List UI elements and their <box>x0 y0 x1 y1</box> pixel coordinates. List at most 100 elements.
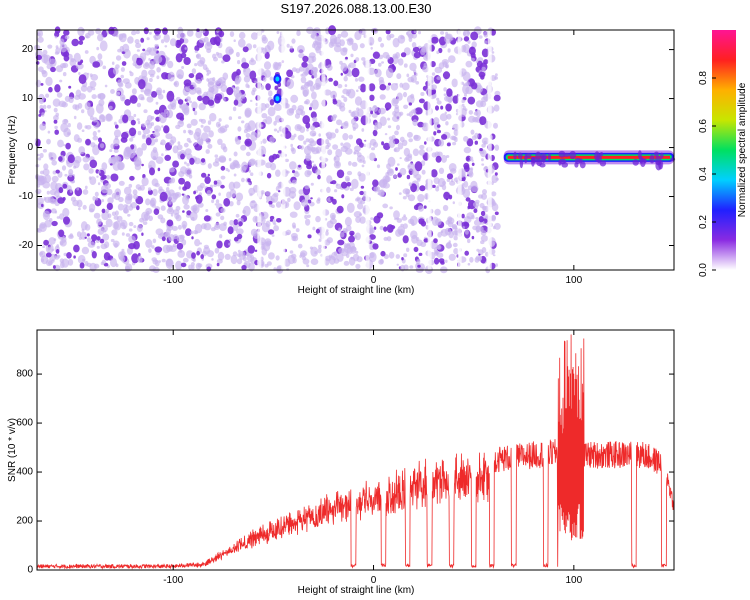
noise-speckle <box>290 143 294 148</box>
noise-speckle <box>101 208 106 214</box>
noise-speckle <box>380 250 386 257</box>
noise-speckle <box>210 227 216 232</box>
noise-speckle <box>420 48 426 56</box>
noise-speckle <box>463 180 469 188</box>
noise-speckle <box>480 75 485 80</box>
noise-speckle <box>452 123 460 131</box>
noise-speckle <box>484 165 488 170</box>
noise-speckle <box>351 178 359 189</box>
noise-speckle <box>491 174 499 184</box>
noise-speckle <box>59 43 68 53</box>
noise-speckle <box>131 253 140 264</box>
noise-speckle <box>193 190 197 195</box>
x-tick-label: 0 <box>371 575 377 586</box>
noise-speckle <box>236 200 241 206</box>
noise-speckle <box>88 208 95 213</box>
noise-speckle <box>359 43 365 49</box>
noise-speckle <box>418 218 425 225</box>
noise-speckle <box>90 142 96 148</box>
noise-speckle <box>137 187 142 191</box>
noise-speckle <box>81 246 90 255</box>
noise-speckle <box>463 136 469 142</box>
noise-speckle <box>431 216 439 226</box>
noise-speckle <box>465 86 473 95</box>
noise-speckle <box>216 240 223 249</box>
noise-speckle <box>183 79 192 87</box>
noise-speckle <box>403 147 411 157</box>
noise-speckle <box>382 179 388 185</box>
noise-speckle <box>328 77 333 82</box>
noise-speckle <box>293 133 297 138</box>
noise-speckle <box>177 120 184 128</box>
noise-speckle <box>161 153 164 157</box>
noise-speckle <box>220 184 225 189</box>
noise-speckle <box>183 204 190 210</box>
noise-speckle <box>96 236 101 241</box>
noise-speckle <box>271 234 275 237</box>
noise-speckle <box>276 31 280 34</box>
signal-speckle <box>539 163 546 168</box>
noise-speckle <box>155 156 164 164</box>
noise-speckle <box>86 237 92 243</box>
noise-speckle <box>399 167 407 176</box>
noise-speckle <box>334 189 338 193</box>
noise-speckle <box>130 119 136 126</box>
noise-speckle <box>221 60 225 64</box>
noise-speckle <box>208 130 214 138</box>
noise-speckle <box>373 215 381 224</box>
noise-speckle <box>272 153 278 160</box>
noise-speckle <box>118 118 123 124</box>
noise-speckle <box>58 156 63 162</box>
noise-speckle <box>169 192 177 203</box>
noise-speckle <box>153 125 162 133</box>
noise-speckle <box>68 85 72 89</box>
noise-speckle <box>236 258 243 265</box>
noise-speckle <box>146 122 153 129</box>
noise-speckle <box>194 45 200 52</box>
noise-speckle <box>170 213 174 217</box>
noise-speckle <box>300 252 306 258</box>
noise-speckle <box>135 42 142 49</box>
noise-speckle <box>211 199 215 204</box>
noise-speckle <box>85 125 92 130</box>
noise-speckle <box>412 46 420 53</box>
noise-speckle <box>492 225 496 230</box>
noise-speckle <box>407 33 414 39</box>
noise-speckle <box>52 170 57 175</box>
noise-speckle <box>215 80 224 89</box>
noise-speckle <box>39 223 46 229</box>
noise-speckle <box>154 109 160 115</box>
noise-speckle <box>243 93 247 96</box>
noise-speckle <box>436 50 440 55</box>
noise-speckle <box>465 197 471 202</box>
noise-speckle <box>82 258 85 262</box>
noise-speckle <box>462 226 465 230</box>
noise-speckle <box>434 257 440 265</box>
noise-speckle <box>193 157 201 165</box>
noise-speckle <box>245 83 249 88</box>
noise-speckle <box>443 93 447 97</box>
noise-speckle <box>111 61 115 65</box>
noise-speckle <box>192 258 196 262</box>
noise-speckle <box>81 109 85 114</box>
noise-speckle <box>142 123 146 128</box>
snr-y-axis: 0 200 400 600 800 <box>16 369 674 576</box>
noise-speckle <box>235 228 244 235</box>
noise-speckle <box>477 88 482 92</box>
noise-speckle <box>186 96 191 102</box>
noise-speckle <box>180 153 185 160</box>
noise-speckle <box>55 249 60 254</box>
noise-speckle <box>241 265 247 270</box>
noise-speckle <box>399 82 404 88</box>
noise-speckle <box>309 103 313 107</box>
noise-speckle <box>122 78 130 84</box>
noise-speckle <box>414 107 423 115</box>
noise-speckle <box>66 252 72 259</box>
noise-speckle <box>178 177 186 185</box>
noise-speckle <box>195 30 202 39</box>
noise-speckle <box>62 183 68 189</box>
noise-speckle <box>97 182 101 186</box>
noise-speckle <box>235 51 240 58</box>
noise-speckle <box>250 57 254 63</box>
noise-speckle <box>480 100 487 108</box>
